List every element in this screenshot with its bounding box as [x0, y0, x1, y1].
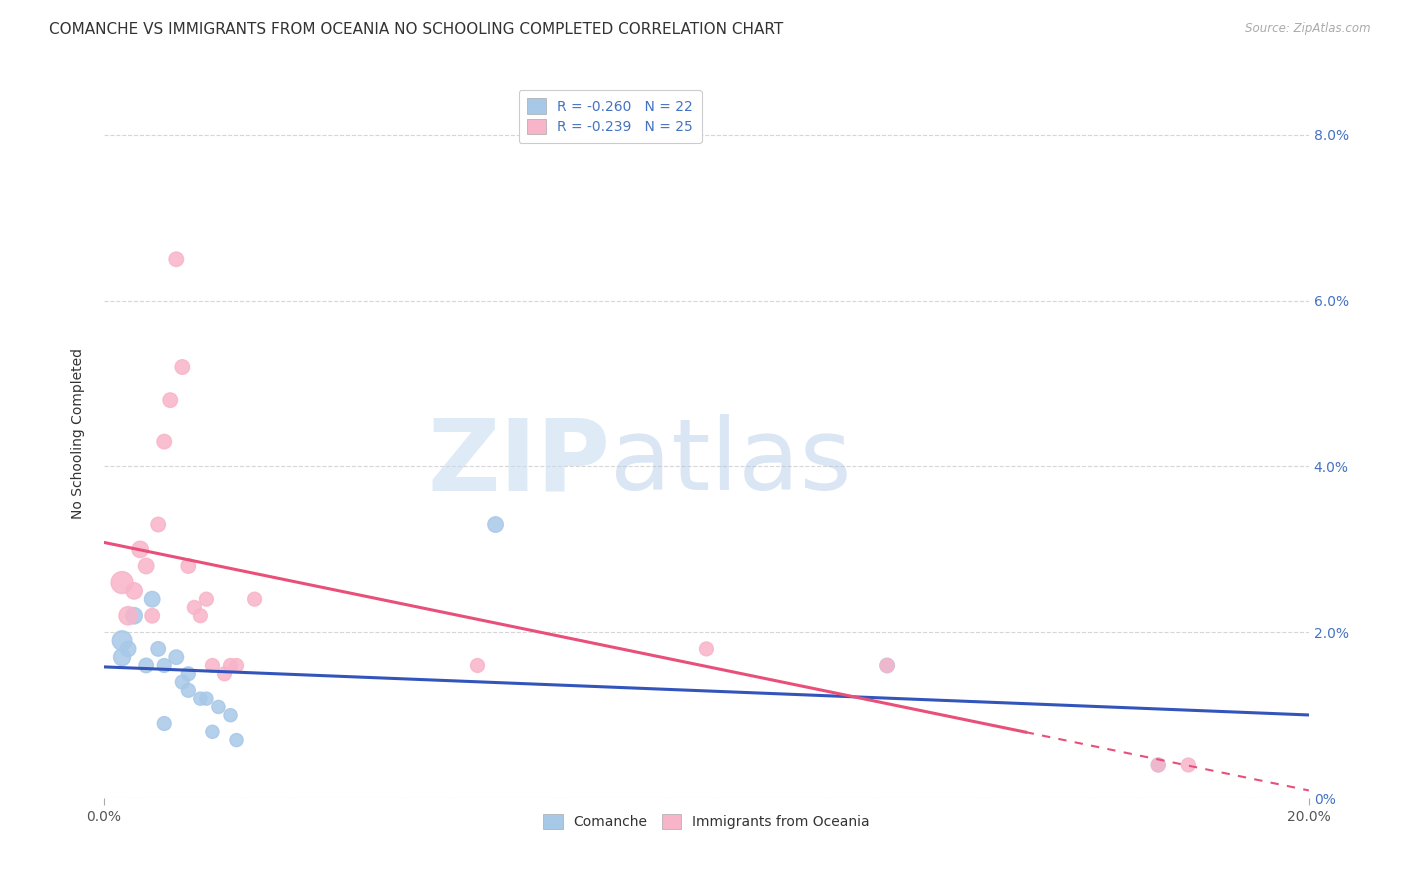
Point [177, 666, 200, 681]
Point [153, 716, 176, 731]
Point [195, 691, 218, 706]
Point [165, 252, 187, 267]
Y-axis label: No Schooling Completed: No Schooling Completed [72, 348, 86, 519]
Point [135, 559, 157, 574]
Point [148, 641, 170, 656]
Point [225, 733, 247, 747]
Point [190, 691, 212, 706]
Point [177, 683, 200, 698]
Point [153, 658, 176, 673]
Point [135, 658, 157, 673]
Point [165, 650, 187, 665]
Point [876, 658, 898, 673]
Point [207, 700, 229, 714]
Point [111, 575, 134, 590]
Point [225, 658, 247, 673]
Point [876, 658, 898, 673]
Point [190, 608, 212, 623]
Point [201, 658, 224, 673]
Point [111, 633, 134, 648]
Point [172, 359, 194, 374]
Text: Source: ZipAtlas.com: Source: ZipAtlas.com [1246, 22, 1371, 36]
Point [214, 666, 236, 681]
Point [1147, 758, 1170, 772]
Point [467, 658, 489, 673]
Point [148, 517, 170, 532]
Point [484, 517, 506, 532]
Legend: Comanche, Immigrants from Oceania: Comanche, Immigrants from Oceania [537, 809, 876, 835]
Point [695, 641, 717, 656]
Point [201, 724, 224, 739]
Point [183, 600, 205, 615]
Point [122, 608, 145, 623]
Point [195, 592, 218, 607]
Point [111, 650, 134, 665]
Point [243, 592, 266, 607]
Point [219, 708, 242, 723]
Text: COMANCHE VS IMMIGRANTS FROM OCEANIA NO SCHOOLING COMPLETED CORRELATION CHART: COMANCHE VS IMMIGRANTS FROM OCEANIA NO S… [49, 22, 783, 37]
Point [141, 592, 163, 607]
Point [122, 583, 145, 598]
Point [219, 658, 242, 673]
Point [153, 434, 176, 449]
Point [172, 675, 194, 690]
Text: ZIP: ZIP [427, 414, 610, 511]
Point [141, 608, 163, 623]
Point [1147, 758, 1170, 772]
Point [177, 559, 200, 574]
Point [159, 393, 181, 408]
Text: atlas: atlas [610, 414, 852, 511]
Point [117, 608, 139, 623]
Point [1177, 758, 1199, 772]
Point [129, 542, 152, 557]
Point [117, 641, 139, 656]
